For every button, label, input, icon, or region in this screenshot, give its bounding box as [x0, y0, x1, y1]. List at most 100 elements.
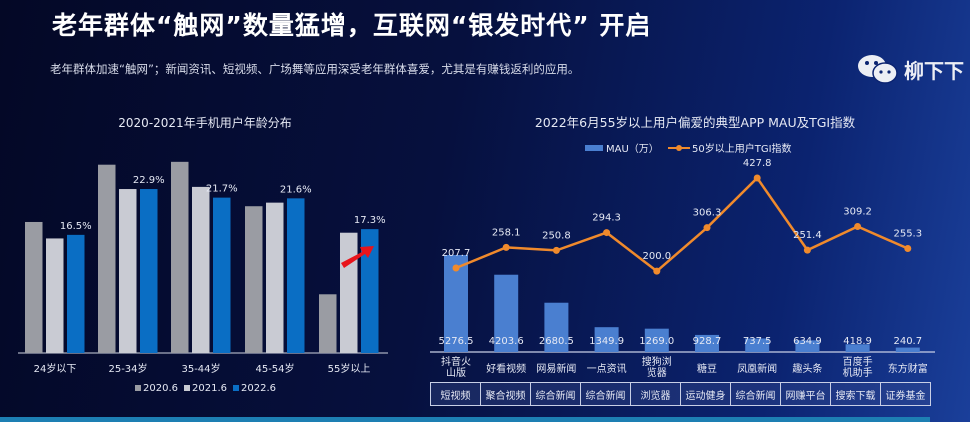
- bar-data-label: 928.7: [693, 336, 722, 347]
- x-tick-label: 网易新闻: [536, 362, 576, 375]
- bar-2022.6-25-34岁: [140, 189, 158, 353]
- bar-2020.6-35-44岁: [171, 161, 189, 353]
- bar-mau-网易新闻: [544, 302, 569, 352]
- bar-data-label: 634.9: [793, 336, 822, 347]
- category-type-cell: 综合新闻: [731, 383, 781, 405]
- x-tick-label: 45-54岁: [255, 362, 294, 375]
- bar-data-label: 1269.0: [639, 336, 674, 347]
- category-type-cell: 短视频: [431, 383, 481, 405]
- x-tick-label: 25-34岁: [108, 362, 147, 375]
- tgi-data-label: 427.8: [743, 158, 772, 169]
- category-type-cell: 证券基金: [881, 383, 930, 405]
- tgi-point: [653, 267, 661, 275]
- bar-mau-糖豆: [695, 334, 719, 352]
- tgi-data-label: 251.4: [793, 230, 822, 241]
- tgi-data-label: 309.2: [843, 206, 872, 217]
- bar-mau-搜狗浏览器: [644, 328, 669, 352]
- tgi-line: [455, 176, 909, 273]
- bottom-divider: [0, 417, 930, 422]
- legend-label: 2022.6: [241, 383, 276, 394]
- category-type-cell: 网赚平台: [781, 383, 831, 405]
- x-tick-label: 凤凰新闻: [737, 362, 777, 375]
- bar-2020.6-55岁以上: [319, 294, 337, 353]
- tgi-data-label: 294.3: [592, 213, 621, 224]
- tgi-point: [452, 264, 460, 272]
- bar-2021.6-24岁以下: [46, 238, 64, 353]
- tgi-point: [803, 246, 811, 254]
- category-type-cell: 综合新闻: [531, 383, 581, 405]
- bar-2022.6-24岁以下: [67, 234, 85, 353]
- tgi-point: [854, 222, 862, 230]
- bar-2020.6-45-54岁: [245, 206, 263, 353]
- data-label: 22.9%: [133, 175, 165, 186]
- bar-2021.6-55岁以上: [340, 232, 358, 353]
- data-label: 16.5%: [60, 221, 92, 232]
- watermark: 柳下下: [856, 52, 964, 86]
- x-tick-label: 东方财富: [888, 362, 928, 375]
- tgi-data-label: 200.0: [642, 251, 671, 262]
- tgi-point: [753, 174, 761, 182]
- tgi-point: [552, 246, 560, 254]
- legend-label: MAU（万）: [606, 143, 659, 155]
- bar-mau-凤凰新闻: [745, 338, 770, 352]
- legend-swatch: [233, 385, 239, 391]
- bar-mau-趣头条: [795, 340, 820, 352]
- bar-data-label: 2680.5: [539, 336, 574, 347]
- tgi-point: [904, 245, 912, 253]
- bar-2021.6-25-34岁: [119, 189, 137, 353]
- x-tick-label: 抖音火山版: [441, 355, 471, 379]
- bar-data-label: 1349.9: [589, 336, 624, 347]
- tgi-data-label: 207.7: [442, 248, 471, 259]
- x-tick-label: 一点资讯: [587, 363, 627, 375]
- x-tick-label: 35-44岁: [181, 362, 220, 375]
- left-chart-title: 2020-2021年手机用户年龄分布: [118, 115, 291, 130]
- watermark-text: 柳下下: [904, 58, 964, 83]
- page-title: 老年群体“触网”数量猛增，互联网“银发时代” 开启: [52, 11, 652, 40]
- tgi-point: [703, 224, 711, 232]
- bar-mau-一点资讯: [594, 327, 619, 352]
- data-label: 17.3%: [354, 215, 386, 226]
- legend-swatch: [135, 385, 141, 391]
- tgi-data-label: 258.1: [492, 227, 521, 238]
- bar-data-label: 418.9: [843, 336, 872, 347]
- legend-marker: [676, 145, 682, 151]
- right-chart-title: 2022年6月55岁以上用户偏爱的典型APP MAU及TGI指数: [535, 115, 856, 130]
- bar-data-label: 4203.6: [489, 336, 524, 347]
- legend-label: 50岁以上用户TGI指数: [692, 142, 792, 155]
- bar-mau-百度手机助手: [845, 344, 870, 352]
- tgi-point: [603, 229, 611, 237]
- category-type-table: 短视频 聚合视频 综合新闻 综合新闻 浏览器 运动健身 综合新闻 网赚平台 搜索下载 证券基金: [430, 382, 931, 406]
- data-label: 21.6%: [280, 184, 312, 195]
- legend-label: 2021.6: [192, 383, 227, 394]
- x-tick-label: 趣头条: [792, 362, 822, 375]
- bar-2022.6-35-44岁: [213, 197, 231, 353]
- legend-label: 2020.6: [143, 383, 178, 394]
- tgi-data-label: 250.8: [542, 230, 571, 241]
- x-tick-label: 搜狗浏览器: [642, 355, 672, 379]
- tgi-point: [502, 243, 510, 251]
- tgi-data-label: 255.3: [893, 229, 922, 240]
- data-label: 21.7%: [206, 184, 238, 195]
- legend-swatch-mau: [585, 145, 603, 151]
- bar-2020.6-25-34岁: [98, 164, 116, 353]
- category-type-cell: 搜索下载: [831, 383, 881, 405]
- x-tick-label: 24岁以下: [34, 362, 77, 375]
- tgi-data-label: 306.3: [693, 208, 722, 219]
- category-type-cell: 浏览器: [631, 383, 681, 405]
- bar-mau-好看视频: [494, 274, 519, 352]
- x-tick-label: 55岁以上: [328, 362, 371, 375]
- bar-2021.6-45-54岁: [266, 202, 284, 353]
- category-type-cell: 运动健身: [681, 383, 731, 405]
- page-subtitle: 老年群体加速“触网”；新闻资讯、短视频、广场舞等应用深受老年群体喜爱，尤其是有赚…: [50, 62, 580, 76]
- bar-2022.6-45-54岁: [287, 198, 305, 353]
- wechat-icon: [858, 55, 898, 84]
- bar-2022.6-55岁以上: [361, 229, 379, 353]
- x-tick-label: 百度手机助手: [843, 355, 873, 379]
- bar-data-label: 737.5: [743, 336, 772, 347]
- bar-data-label: 240.7: [893, 336, 922, 347]
- category-type-cell: 聚合视频: [481, 383, 531, 405]
- legend-swatch: [184, 385, 190, 391]
- bar-mau-东方财富: [895, 347, 920, 352]
- bar-2021.6-35-44岁: [192, 186, 210, 353]
